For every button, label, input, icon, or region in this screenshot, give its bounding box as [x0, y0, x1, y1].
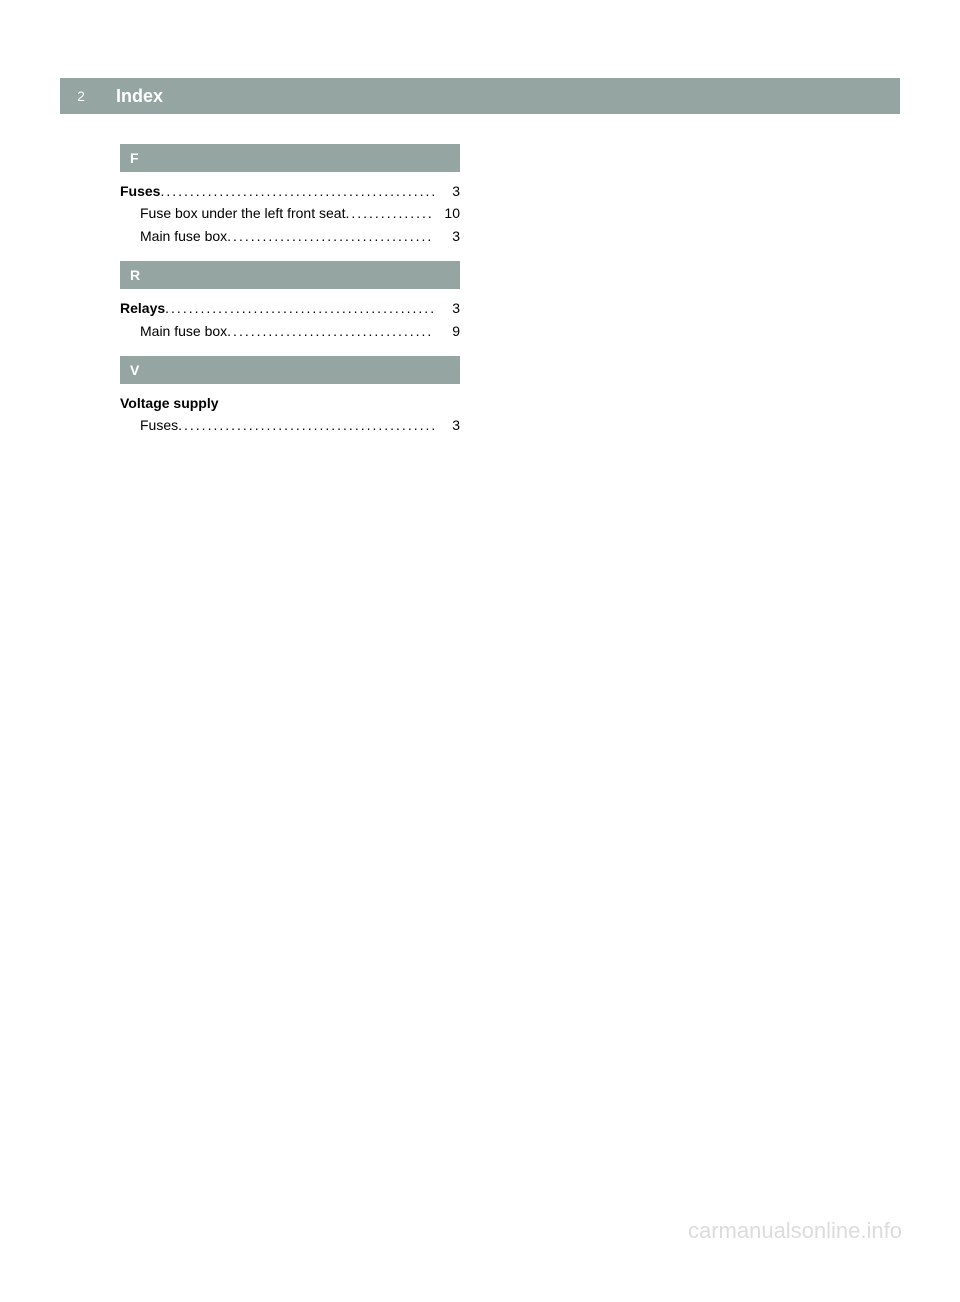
entry-dots [178, 414, 434, 436]
entry-label: Voltage supply [120, 392, 219, 414]
page-header: 2 Index [60, 78, 900, 114]
index-entry: Fuse box under the left front seat 10 [120, 202, 460, 224]
entry-label: Fuse box under the left front seat [140, 202, 345, 224]
entry-page: 3 [434, 180, 460, 202]
entry-label: Fuses [120, 180, 160, 202]
entry-dots [165, 297, 434, 319]
index-entry: Main fuse box 3 [120, 225, 460, 247]
entry-label: Main fuse box [140, 225, 227, 247]
entry-dots [345, 202, 434, 224]
entry-page: 3 [434, 297, 460, 319]
index-content: F Fuses 3 Fuse box under the left front … [120, 144, 460, 437]
entry-page: 3 [434, 414, 460, 436]
entry-dots [160, 180, 434, 202]
index-entry: Fuses 3 [120, 180, 460, 202]
entry-label: Relays [120, 297, 165, 319]
watermark: carmanualsonline.info [688, 1218, 902, 1244]
page-title: Index [102, 78, 900, 114]
section-letter-r: R [120, 261, 460, 289]
index-entry: Main fuse box 9 [120, 320, 460, 342]
section-letter-f: F [120, 144, 460, 172]
entry-page: 3 [434, 225, 460, 247]
index-entry: Fuses 3 [120, 414, 460, 436]
entry-page: 10 [434, 202, 460, 224]
entry-label: Fuses [140, 414, 178, 436]
entry-label: Main fuse box [140, 320, 227, 342]
entry-dots [227, 320, 434, 342]
page-number: 2 [60, 78, 102, 114]
index-entry: Relays 3 [120, 297, 460, 319]
entry-page: 9 [434, 320, 460, 342]
index-entry: Voltage supply [120, 392, 460, 414]
section-letter-v: V [120, 356, 460, 384]
entry-dots [227, 225, 434, 247]
